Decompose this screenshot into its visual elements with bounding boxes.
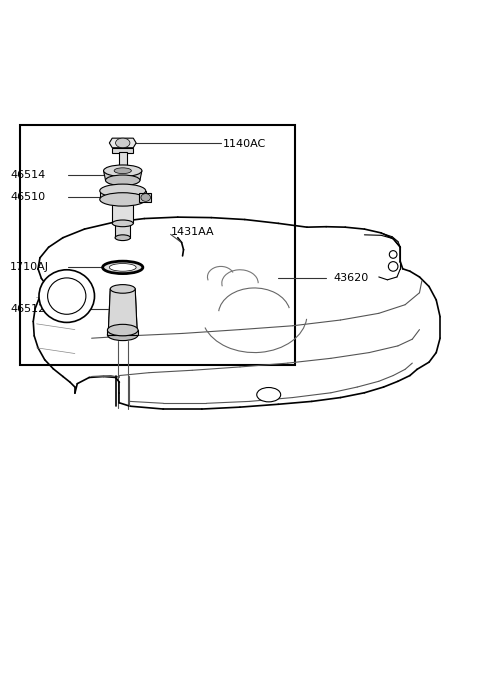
Bar — [119, 152, 127, 176]
Polygon shape — [104, 171, 142, 180]
Ellipse shape — [116, 138, 130, 147]
Text: 46510: 46510 — [10, 192, 46, 202]
Bar — [112, 200, 133, 224]
Bar — [115, 222, 131, 238]
Ellipse shape — [104, 165, 142, 176]
Ellipse shape — [48, 278, 86, 314]
Ellipse shape — [108, 324, 138, 336]
Ellipse shape — [108, 329, 138, 341]
Polygon shape — [108, 330, 138, 335]
Ellipse shape — [106, 175, 140, 185]
Polygon shape — [100, 191, 146, 200]
Ellipse shape — [388, 261, 398, 271]
Ellipse shape — [100, 184, 146, 198]
Text: 1431AA: 1431AA — [170, 227, 214, 237]
Bar — [20, 126, 295, 364]
Ellipse shape — [100, 193, 146, 206]
Text: 1140AC: 1140AC — [223, 139, 266, 149]
Ellipse shape — [389, 250, 397, 259]
Text: 46512: 46512 — [10, 305, 46, 314]
Polygon shape — [109, 138, 136, 147]
Ellipse shape — [257, 388, 281, 402]
Text: 1710AJ: 1710AJ — [10, 262, 49, 272]
Polygon shape — [140, 193, 152, 202]
Ellipse shape — [115, 235, 131, 241]
Ellipse shape — [103, 261, 143, 274]
Bar — [112, 147, 133, 152]
Ellipse shape — [112, 220, 133, 226]
Ellipse shape — [109, 263, 136, 271]
Ellipse shape — [114, 168, 132, 174]
Polygon shape — [108, 289, 137, 330]
Text: 43620: 43620 — [333, 274, 369, 283]
Ellipse shape — [110, 285, 135, 293]
Ellipse shape — [141, 193, 151, 201]
Ellipse shape — [39, 270, 95, 322]
Text: 46514: 46514 — [10, 171, 46, 180]
